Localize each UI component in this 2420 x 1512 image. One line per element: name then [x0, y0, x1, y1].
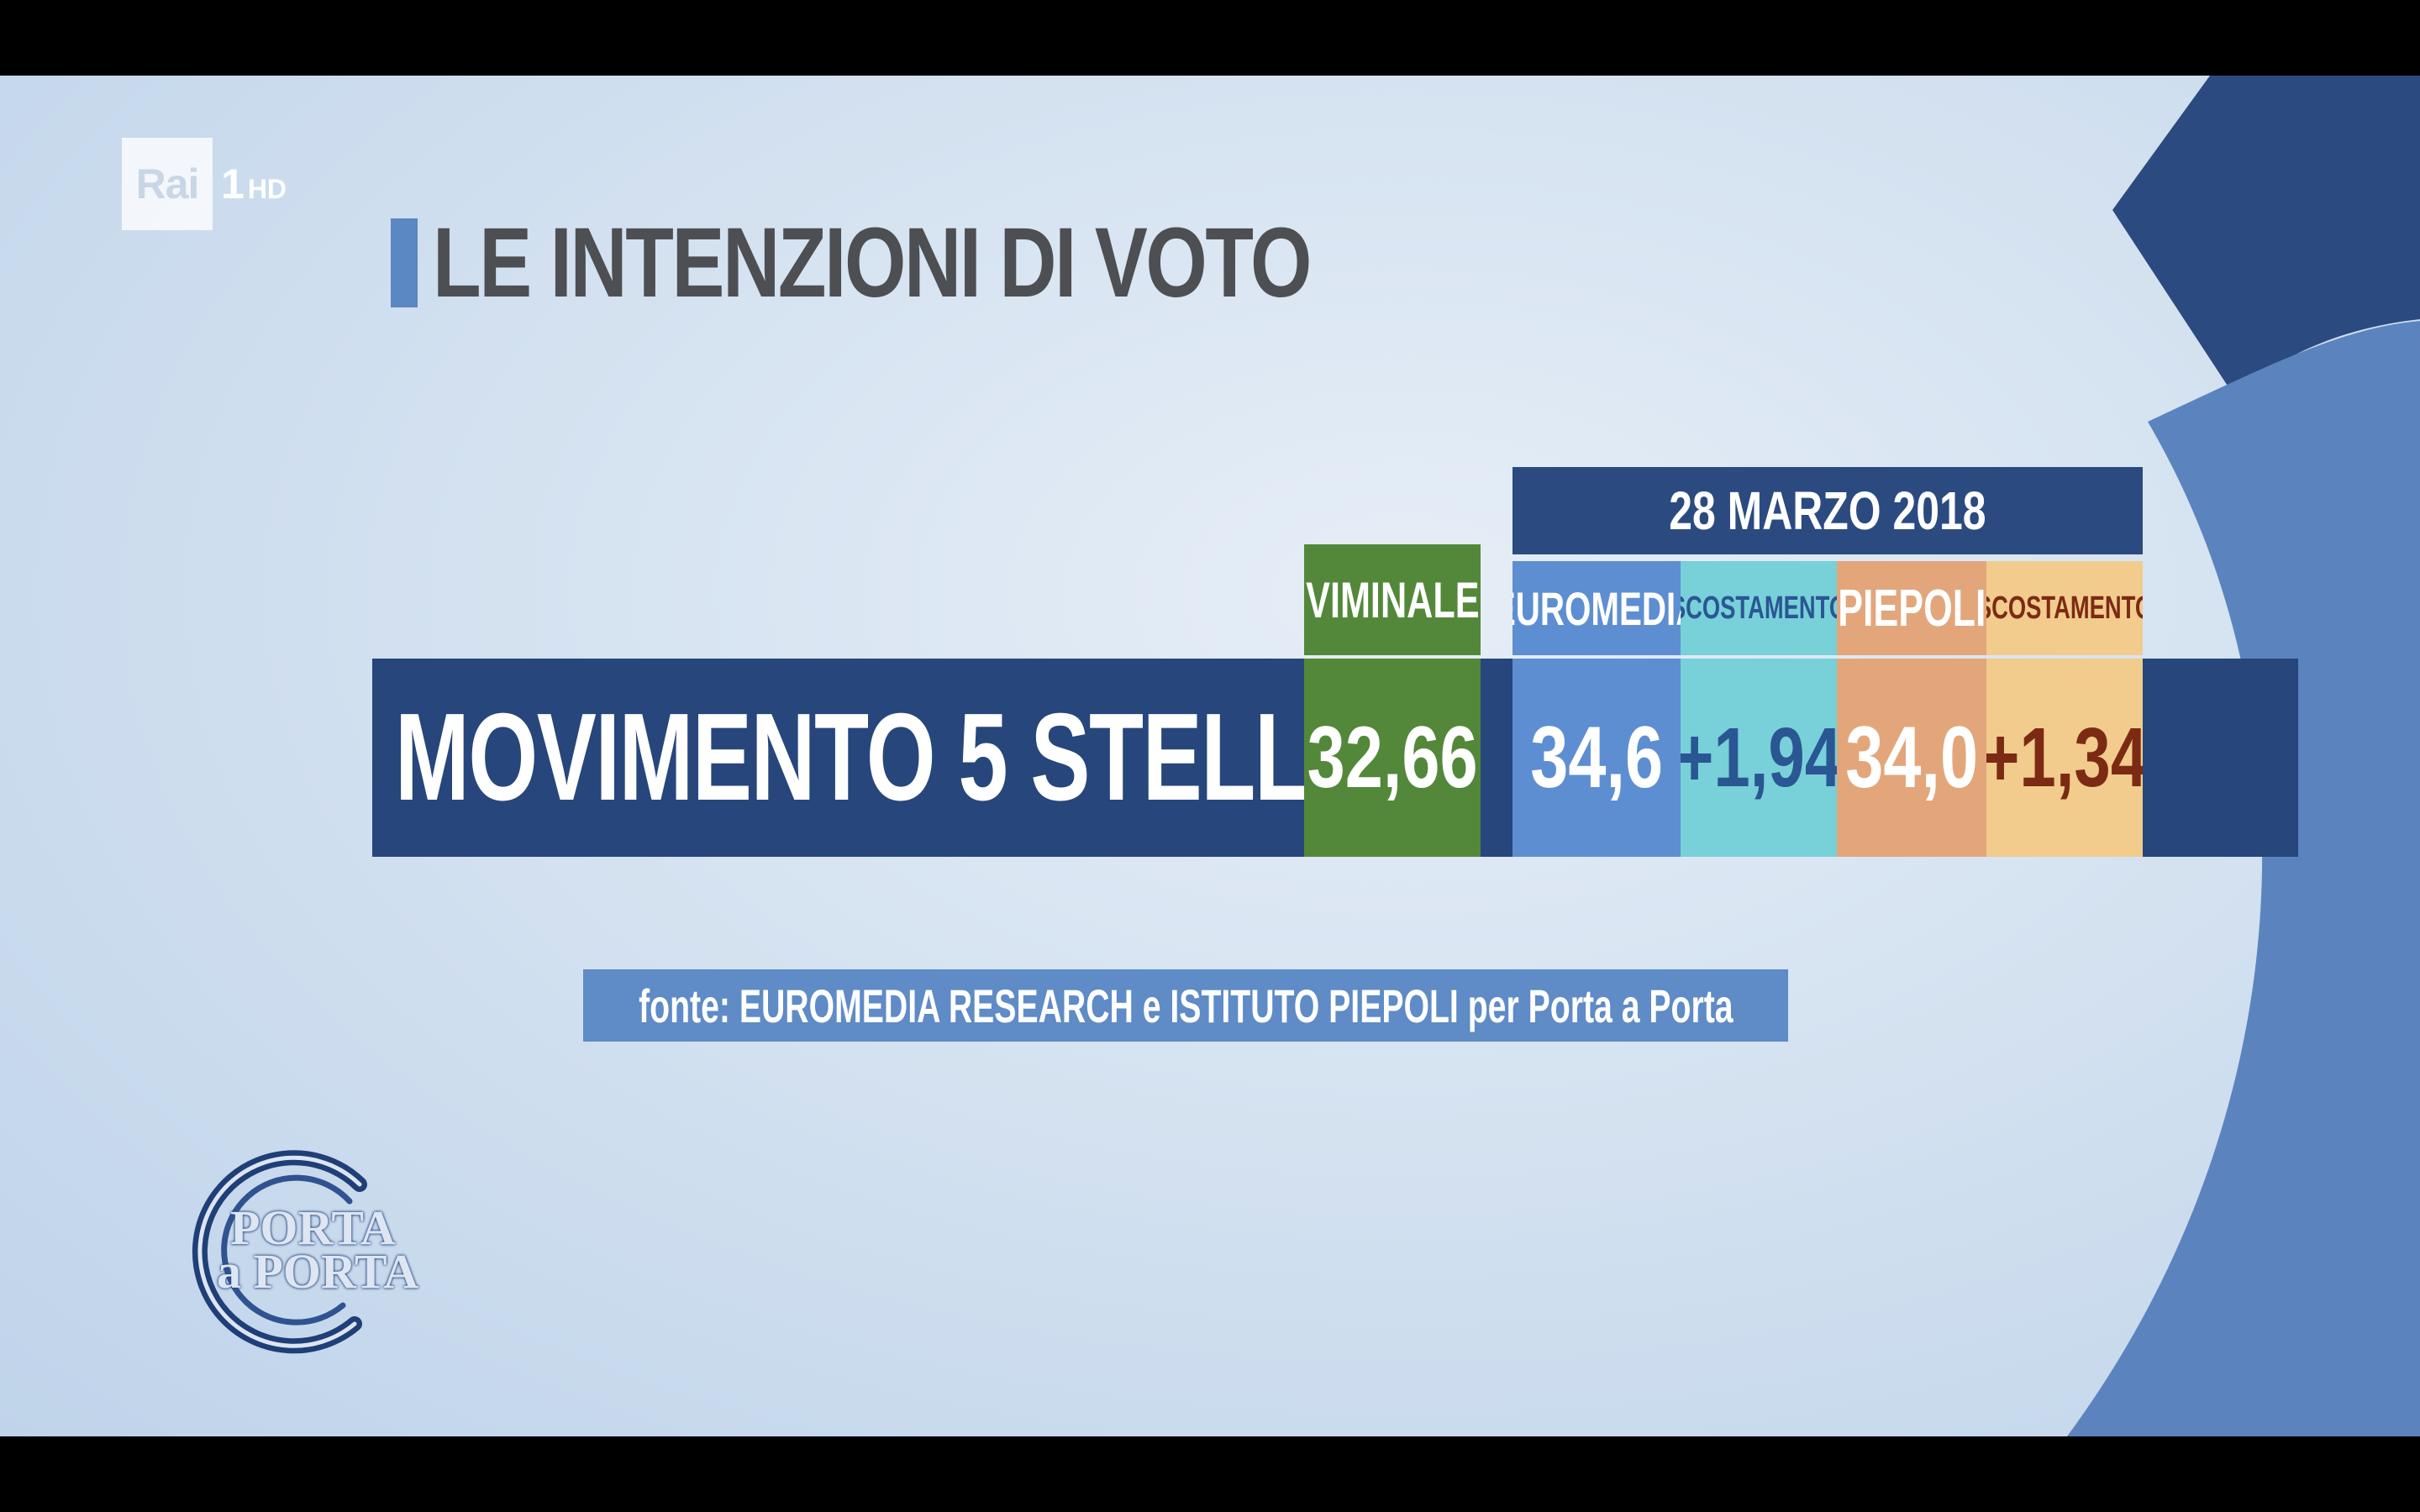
column-header-euromedia: EUROMEDIA — [1512, 561, 1681, 655]
column-header-scostamento-2-label: SCOSTAMENTO — [1986, 590, 2143, 626]
title-accent-bar — [391, 218, 418, 307]
broadcast-screen: Rai 1 HD LE INTENZIONI DI VOTO 28 MARZO … — [0, 76, 2420, 1436]
date-header-text: 28 MARZO 2018 — [1669, 480, 1986, 541]
value-scostamento-2-text: +1,34 — [1986, 710, 2143, 805]
source-strip: fonte: EUROMEDIA RESEARCH e ISTITUTO PIE… — [583, 969, 1788, 1042]
value-piepoli: 34,0 — [1837, 659, 1986, 857]
rai-logo-text: Rai — [135, 160, 200, 207]
column-header-viminale-label: VIMINALE — [1305, 571, 1480, 628]
channel-quality: HD — [247, 173, 287, 204]
column-header-viminale: VIMINALE — [1304, 544, 1481, 655]
value-euromedia-text: 34,6 — [1530, 708, 1663, 806]
value-piepoli-text: 34,0 — [1845, 708, 1978, 806]
channel-logo: Rai 1 HD — [122, 138, 287, 230]
column-header-piepoli-label: PIEPOLI — [1837, 579, 1986, 638]
channel-number: 1 — [221, 160, 245, 207]
value-euromedia: 34,6 — [1512, 659, 1681, 857]
party-name: MOVIMENTO 5 STELLE — [395, 688, 1368, 827]
value-viminale: 32,66 — [1304, 659, 1481, 857]
porta-a-porta-ring-icon — [192, 1150, 367, 1354]
title-block: LE INTENZIONI DI VOTO — [391, 207, 1529, 318]
column-header-piepoli: PIEPOLI — [1837, 561, 1986, 655]
value-scostamento-1: +1,94 — [1681, 659, 1837, 857]
porta-a-porta-logo-line1: PORTA — [230, 1200, 396, 1255]
column-header-scostamento-1-label: SCOSTAMENTO — [1681, 590, 1837, 626]
source-text: fonte: EUROMEDIA RESEARCH e ISTITUTO PIE… — [638, 979, 1733, 1032]
porta-a-porta-logo-line2: a PORTA — [217, 1244, 419, 1299]
date-header: 28 MARZO 2018 — [1512, 467, 2143, 554]
background-arc-decoration — [2067, 76, 2420, 1436]
porta-a-porta-logo: PORTA a PORTA — [165, 1141, 434, 1359]
column-header-scostamento-2: SCOSTAMENTO — [1986, 561, 2143, 655]
page-title: LE INTENZIONI DI VOTO — [433, 207, 1312, 318]
column-header-scostamento-1: SCOSTAMENTO — [1681, 561, 1837, 655]
value-scostamento-2: +1,34 — [1986, 659, 2143, 857]
rai-logo-box: Rai — [122, 138, 213, 230]
value-scostamento-1-text: +1,94 — [1681, 710, 1837, 805]
column-header-euromedia-label: EUROMEDIA — [1512, 581, 1681, 635]
value-viminale-text: 32,66 — [1307, 708, 1478, 806]
